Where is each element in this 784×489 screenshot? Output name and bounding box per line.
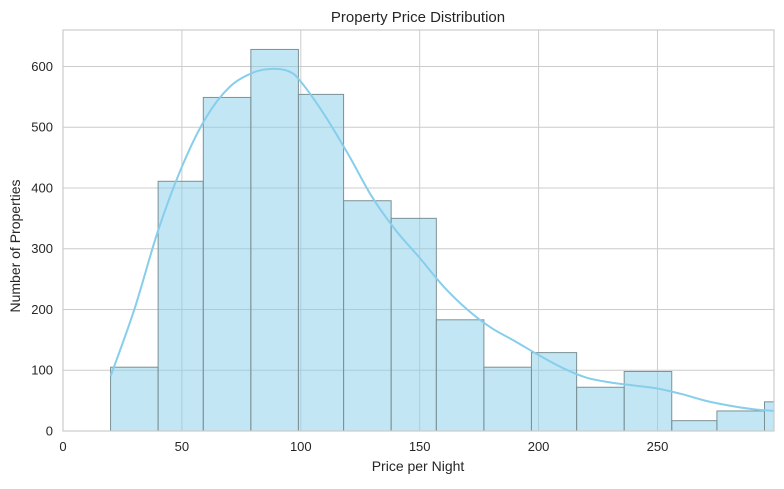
histogram-bar	[435, 319, 485, 431]
x-tick-label: 150	[409, 439, 431, 454]
histogram-bar	[671, 420, 718, 431]
histogram-bar	[390, 217, 437, 431]
histogram-bar	[202, 96, 252, 431]
kde-layer	[109, 67, 774, 412]
tick-layer: 0 50 100 150 200 250 0 100 200 300 400 500 600	[31, 59, 668, 454]
bar-layer	[110, 48, 774, 431]
histogram-bar	[576, 386, 625, 431]
x-tick-label: 50	[175, 439, 189, 454]
chart-title: Property Price Distribution	[331, 9, 505, 26]
y-tick-label: 0	[46, 424, 53, 439]
histogram-bar	[343, 200, 392, 431]
kde-line	[109, 67, 774, 412]
histogram-bar	[623, 370, 673, 431]
histogram-bar	[157, 180, 204, 431]
histogram-bar	[483, 366, 532, 431]
x-tick-label: 0	[59, 439, 66, 454]
y-tick-label: 200	[31, 302, 53, 317]
frame-layer	[62, 29, 775, 432]
histogram-bar	[110, 366, 159, 431]
histogram-bar	[530, 352, 578, 431]
plot-frame	[62, 29, 775, 432]
y-tick-label: 600	[31, 59, 53, 74]
histogram-bar	[297, 93, 345, 431]
y-tick-label: 500	[31, 120, 53, 135]
x-tick-label: 100	[290, 439, 312, 454]
y-tick-label: 400	[31, 180, 53, 195]
histogram-bar	[716, 410, 765, 431]
y-tick-label: 100	[31, 363, 53, 378]
histogram-bar	[763, 401, 774, 431]
y-axis-label: Number of Properties	[7, 179, 23, 312]
x-tick-label: 200	[528, 439, 550, 454]
x-axis-label: Price per Night	[372, 458, 465, 474]
histogram-bar	[250, 48, 299, 431]
x-tick-label: 250	[647, 439, 669, 454]
y-tick-label: 300	[31, 241, 53, 256]
